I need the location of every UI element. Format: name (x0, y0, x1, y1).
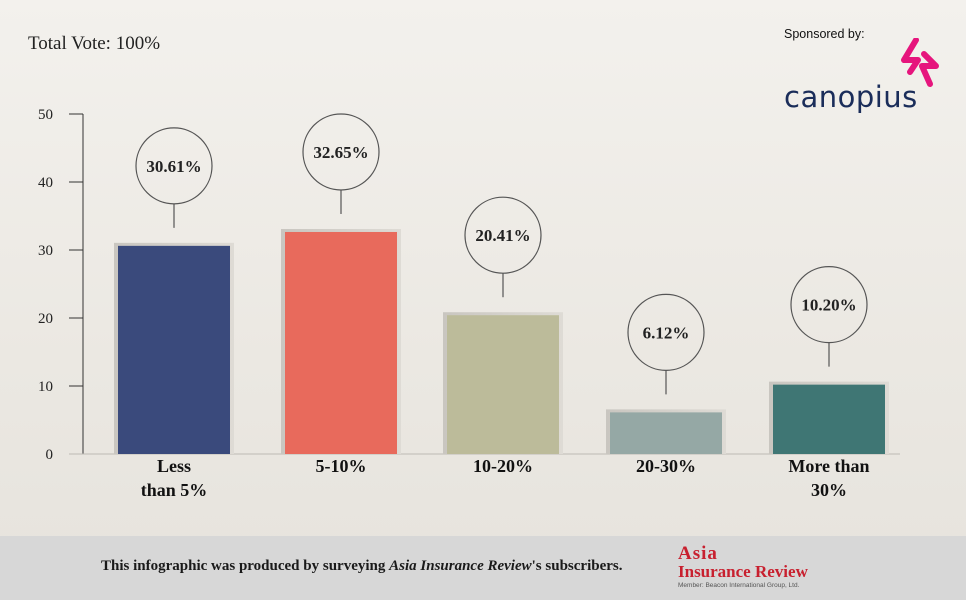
value-bubble (135, 127, 213, 205)
data-label: 30.61% (146, 157, 201, 176)
x-tick-label: Less (157, 456, 191, 476)
sponsor-name: canopius (784, 80, 918, 114)
y-tick-label: 40 (38, 175, 53, 191)
total-vote-label: Total Vote: 100% (28, 33, 161, 54)
bar (610, 412, 722, 454)
y-tick-label: 10 (38, 379, 53, 395)
bar (447, 315, 559, 454)
publisher-logo-line1: Asia (678, 543, 718, 564)
y-tick-label: 50 (38, 107, 53, 123)
data-label: 6.12% (643, 323, 690, 342)
y-tick-label: 0 (46, 447, 54, 463)
footer-note-suffix: 's subscribers. (531, 558, 623, 574)
publisher-membership: Member: Beacon International Group, Ltd. (678, 582, 800, 589)
value-bubble (464, 196, 542, 274)
x-tick-label: than 5% (141, 480, 208, 500)
x-tick-label: 20-30% (636, 456, 696, 476)
footer: This infographic was produced by surveyi… (0, 536, 966, 600)
category-labels: Less than 5% 5-10% 10-20% 20-30% More than 30% (141, 456, 870, 500)
x-tick-label: 5-10% (316, 456, 367, 476)
sponsor-label: Sponsored by: (784, 27, 865, 41)
bar (118, 245, 230, 454)
publisher-logo: Asia Insurance Review Member: Beacon Int… (678, 544, 828, 590)
value-bubble (627, 293, 705, 371)
footer-note-prefix: This infographic was produced by surveyi… (101, 558, 390, 574)
footer-note: This infographic was produced by surveyi… (101, 558, 622, 575)
x-tick-label: More than (788, 456, 869, 476)
bar (285, 231, 397, 454)
value-bubble (790, 266, 868, 344)
bars: 30.61% 32.65% 20.41% 6.12% 10.20% (114, 113, 889, 454)
data-label: 20.41% (475, 226, 530, 245)
y-tick-label: 20 (38, 311, 53, 327)
footer-note-publication: Asia Insurance Review (389, 558, 532, 574)
x-tick-label: 30% (811, 480, 847, 500)
value-bubble (302, 113, 380, 191)
y-tick-label: 30 (38, 243, 53, 259)
bar (773, 384, 885, 454)
publisher-logo-line2: Insurance Review (678, 562, 808, 581)
x-tick-label: 10-20% (473, 456, 533, 476)
data-label: 32.65% (313, 143, 368, 162)
bar-chart: 0 10 20 30 40 50 30.61% 32.65% 20.41% 6.12% 10.20… (38, 107, 900, 500)
data-label: 10.20% (801, 296, 856, 315)
sponsor-logo-icon (901, 38, 939, 87)
